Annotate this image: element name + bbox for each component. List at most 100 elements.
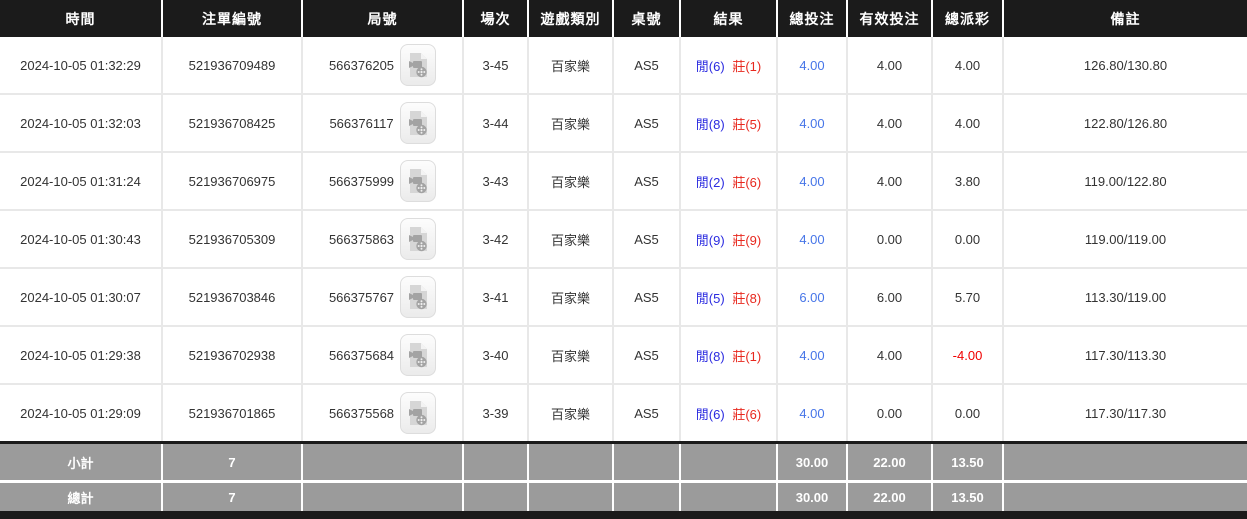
cell-session: 3-40 [463,326,529,385]
cell-payout: 0.00 [932,384,1004,444]
video-replay-button[interactable] [400,218,437,260]
cell-time: 2024-10-05 01:30:07 [0,268,163,327]
cell-total-bet: 4.00 [777,384,848,444]
video-replay-button[interactable] [400,392,437,434]
cell-round: 566375999 [302,152,464,211]
cell-remark: 113.30/119.00 [1003,268,1247,327]
result-banker: 莊(6) [732,174,762,190]
col-header-time: 時間 [0,0,163,37]
col-header-session: 場次 [463,0,529,37]
cell-time: 2024-10-05 01:32:03 [0,94,163,153]
cell-bet-id: 521936703846 [162,268,303,327]
col-header-game-type: 遊戲類別 [528,0,614,37]
video-replay-button[interactable] [400,334,437,376]
cell-result: 閒(8) 莊(1) [680,326,778,385]
cell-game-type: 百家樂 [528,326,614,385]
round-number: 566376205 [328,57,395,73]
round-number: 566375684 [328,347,395,363]
cell-round: 566376117 [302,94,464,153]
cell-table-no: AS5 [613,384,681,444]
total-bet-link[interactable]: 6.00 [799,289,825,305]
total-valid-bet: 22.00 [847,480,933,511]
cell-time: 2024-10-05 01:30:43 [0,210,163,269]
cell-payout: 0.00 [932,210,1004,269]
cell-session: 3-41 [463,268,529,327]
table-row: 2024-10-05 01:32:29 521936709489 5663762… [0,37,1247,95]
round-number: 566375767 [328,289,395,305]
video-file-icon [409,227,428,252]
cell-total-bet: 4.00 [777,152,848,211]
table-row: 2024-10-05 01:32:03 521936708425 5663761… [0,94,1247,153]
cell-table-no: AS5 [613,37,681,95]
total-empty-session [463,480,529,511]
total-bet-link[interactable]: 4.00 [799,347,825,363]
cell-valid-bet: 0.00 [847,210,933,269]
cell-table-no: AS5 [613,152,681,211]
cell-table-no: AS5 [613,268,681,327]
cell-session: 3-43 [463,152,529,211]
result-player: 閒(6) [695,406,725,422]
total-bet-link[interactable]: 4.00 [799,231,825,247]
total-empty-round [302,480,464,511]
cell-round: 566375684 [302,326,464,385]
result-banker: 莊(1) [732,348,762,364]
subtotal-empty-result [680,441,778,482]
subtotal-label: 小計 [0,441,163,482]
cell-table-no: AS5 [613,94,681,153]
total-bet-link[interactable]: 4.00 [799,173,825,189]
cell-table-no: AS5 [613,326,681,385]
total-label: 總計 [0,480,163,511]
round-number: 566375863 [328,231,395,247]
cell-game-type: 百家樂 [528,210,614,269]
cell-total-bet: 4.00 [777,94,848,153]
total-bet-link[interactable]: 4.00 [799,405,825,421]
cell-time: 2024-10-05 01:31:24 [0,152,163,211]
cell-bet-id: 521936702938 [162,326,303,385]
round-cell-group: 566375767 [304,276,461,318]
video-replay-button[interactable] [400,276,437,318]
video-replay-button[interactable] [400,160,437,202]
cell-round: 566375568 [302,384,464,444]
cell-session: 3-45 [463,37,529,95]
total-bet-link[interactable]: 4.00 [799,57,825,73]
cell-time: 2024-10-05 01:32:29 [0,37,163,95]
header-row: 時間 注單編號 局號 場次 遊戲類別 桌號 結果 總投注 有效投注 總派彩 備註 [0,0,1247,37]
col-header-remark: 備註 [1003,0,1247,37]
total-row: 總計 7 30.00 22.00 13.50 [0,480,1247,511]
cell-time: 2024-10-05 01:29:38 [0,326,163,385]
cell-game-type: 百家樂 [528,94,614,153]
cell-session: 3-44 [463,94,529,153]
cell-bet-id: 521936709489 [162,37,303,95]
round-cell-group: 566375684 [304,334,461,376]
round-cell-group: 566375999 [304,160,461,202]
cell-result: 閒(8) 莊(5) [680,94,778,153]
round-cell-group: 566376117 [304,102,461,144]
cell-result: 閒(2) 莊(6) [680,152,778,211]
cell-time: 2024-10-05 01:29:09 [0,384,163,444]
video-replay-button[interactable] [400,44,437,86]
table-row: 2024-10-05 01:31:24 521936706975 5663759… [0,152,1247,211]
result-player: 閒(5) [695,290,725,306]
subtotal-valid-bet: 22.00 [847,441,933,482]
cell-remark: 117.30/117.30 [1003,384,1247,444]
cell-total-bet: 6.00 [777,268,848,327]
video-replay-button[interactable] [399,102,436,144]
cell-session: 3-39 [463,384,529,444]
video-file-icon [409,53,428,78]
cell-valid-bet: 6.00 [847,268,933,327]
result-banker: 莊(5) [732,116,762,132]
round-number: 566375999 [328,173,395,189]
cell-remark: 126.80/130.80 [1003,37,1247,95]
round-cell-group: 566376205 [304,44,461,86]
result-banker: 莊(1) [732,58,762,74]
cell-table-no: AS5 [613,210,681,269]
result-banker: 莊(8) [732,290,762,306]
total-empty-result [680,480,778,511]
round-number: 566375568 [328,405,395,421]
total-empty-table-no [613,480,681,511]
col-header-result: 結果 [680,0,778,37]
table-row: 2024-10-05 01:30:07 521936703846 5663757… [0,268,1247,327]
total-bet-link[interactable]: 4.00 [799,115,825,131]
cell-remark: 119.00/122.80 [1003,152,1247,211]
subtotal-empty-game-type [528,441,614,482]
